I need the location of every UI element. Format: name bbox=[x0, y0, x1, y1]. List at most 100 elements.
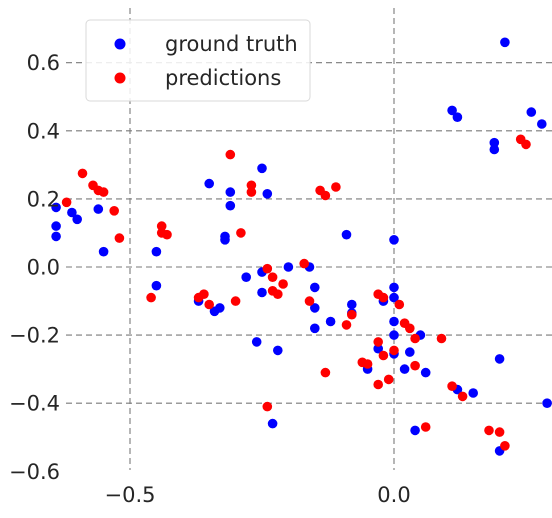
y-tick-label: 0.4 bbox=[27, 119, 60, 143]
data-point bbox=[394, 299, 405, 310]
data-point bbox=[500, 441, 510, 451]
data-point bbox=[436, 333, 447, 344]
data-point bbox=[410, 425, 420, 436]
legend-frame bbox=[85, 19, 311, 102]
data-point bbox=[378, 350, 389, 361]
data-point bbox=[420, 367, 431, 378]
data-point bbox=[51, 202, 61, 213]
data-point bbox=[98, 187, 109, 197]
data-point bbox=[373, 379, 384, 390]
data-point bbox=[405, 347, 415, 357]
data-point bbox=[72, 214, 82, 225]
data-point bbox=[410, 360, 420, 371]
data-point bbox=[389, 282, 399, 293]
data-point bbox=[468, 388, 479, 398]
data-point bbox=[204, 178, 214, 189]
data-point bbox=[257, 163, 267, 174]
data-point bbox=[526, 107, 537, 117]
data-point bbox=[151, 280, 162, 291]
data-point bbox=[98, 246, 109, 257]
data-point bbox=[457, 391, 468, 402]
y-tick-label: 0.0 bbox=[27, 256, 60, 280]
x-tick-label: −0.5 bbox=[105, 483, 156, 507]
data-point bbox=[310, 282, 320, 293]
data-point bbox=[331, 182, 341, 192]
data-point bbox=[51, 221, 61, 231]
data-point bbox=[320, 190, 331, 201]
data-point bbox=[542, 398, 552, 409]
data-point bbox=[362, 359, 373, 369]
data-point bbox=[347, 309, 357, 320]
y-tick-label: −0.6 bbox=[9, 460, 60, 484]
data-point bbox=[494, 427, 505, 437]
data-point bbox=[447, 105, 457, 116]
data-point bbox=[225, 200, 236, 211]
data-point bbox=[537, 119, 547, 129]
data-point bbox=[378, 292, 389, 303]
data-point bbox=[484, 425, 494, 436]
data-point bbox=[251, 337, 262, 347]
data-point bbox=[241, 272, 251, 283]
data-points bbox=[51, 37, 552, 456]
data-point bbox=[220, 235, 230, 245]
data-point bbox=[341, 229, 352, 240]
data-point bbox=[246, 180, 257, 191]
data-point bbox=[230, 296, 241, 306]
data-point bbox=[383, 374, 394, 385]
data-point bbox=[267, 272, 278, 283]
legend: ground truth predictions bbox=[85, 19, 311, 102]
data-point bbox=[494, 354, 505, 364]
data-point bbox=[325, 316, 336, 327]
data-point bbox=[341, 320, 352, 330]
data-point bbox=[199, 289, 209, 300]
data-point bbox=[114, 233, 125, 243]
legend-marker-predictions bbox=[114, 72, 126, 84]
legend-marker-ground-truth bbox=[114, 38, 126, 50]
data-point bbox=[521, 139, 531, 150]
data-point bbox=[310, 303, 320, 313]
data-point bbox=[257, 287, 267, 298]
data-point bbox=[389, 330, 399, 340]
data-point bbox=[489, 137, 500, 148]
data-point bbox=[225, 187, 236, 197]
data-point bbox=[109, 206, 119, 216]
y-tick-label: 0.6 bbox=[27, 51, 60, 75]
data-point bbox=[373, 343, 384, 354]
data-point bbox=[51, 231, 61, 242]
y-tick-label: 0.2 bbox=[27, 187, 60, 211]
data-point bbox=[405, 323, 415, 334]
data-point bbox=[389, 292, 399, 303]
legend-label-predictions: predictions bbox=[165, 66, 281, 90]
data-point bbox=[93, 204, 104, 214]
data-point bbox=[225, 149, 236, 160]
data-point bbox=[156, 221, 167, 231]
series-predictions bbox=[61, 134, 531, 451]
data-point bbox=[273, 345, 283, 356]
data-point bbox=[215, 303, 225, 313]
data-point bbox=[273, 289, 283, 300]
data-point bbox=[162, 229, 172, 240]
y-tick-label: −0.2 bbox=[9, 324, 60, 348]
data-point bbox=[262, 401, 273, 412]
data-point bbox=[304, 296, 315, 306]
data-point bbox=[420, 422, 431, 432]
y-axis-ticks: 0.6 0.4 0.2 0.0 −0.2 −0.4 −0.6 bbox=[9, 51, 60, 484]
data-point bbox=[262, 263, 273, 274]
legend-label-ground-truth: ground truth bbox=[165, 32, 298, 56]
data-point bbox=[347, 299, 357, 310]
data-point bbox=[373, 337, 384, 347]
y-tick-label: −0.4 bbox=[9, 392, 60, 416]
data-point bbox=[310, 323, 320, 334]
data-point bbox=[151, 246, 162, 257]
data-point bbox=[204, 299, 214, 310]
data-point bbox=[61, 197, 72, 208]
data-point bbox=[399, 364, 410, 374]
data-point bbox=[236, 228, 246, 238]
data-point bbox=[267, 418, 278, 429]
data-point bbox=[146, 292, 156, 303]
data-point bbox=[77, 168, 88, 179]
data-point bbox=[489, 144, 500, 155]
data-point bbox=[452, 112, 463, 122]
data-point bbox=[389, 345, 399, 356]
